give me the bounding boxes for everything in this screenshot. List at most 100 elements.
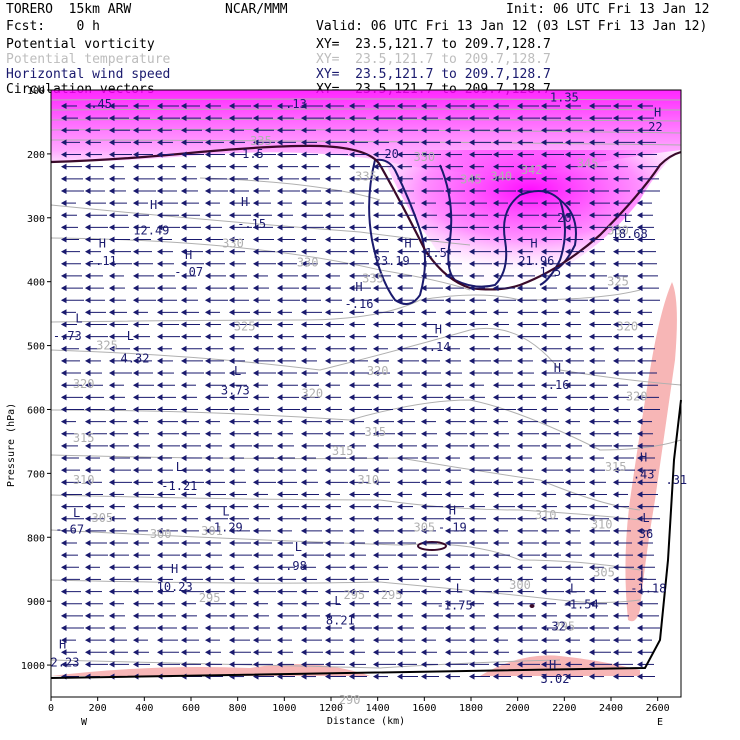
vector-head [372, 442, 379, 449]
vector-head [420, 649, 427, 656]
vector-head [348, 357, 355, 364]
vector-head [60, 527, 67, 534]
vector-head [636, 418, 643, 425]
x-tick-label: 2400 [599, 703, 623, 714]
vector-head [108, 503, 115, 510]
vector-head [516, 539, 523, 547]
vector-head [204, 212, 211, 219]
theta-contour-label: 295 [343, 588, 365, 602]
vector-head [204, 600, 211, 607]
vector-head [564, 467, 571, 474]
vector-head [348, 333, 355, 340]
vector-head [636, 394, 643, 401]
vector-head [348, 527, 355, 534]
vector-head [60, 175, 67, 182]
vector-head [84, 260, 91, 267]
vector-head [228, 321, 235, 328]
vector-head [108, 661, 115, 668]
extremum-label: 4.32 [121, 351, 150, 365]
vector-head [60, 187, 67, 194]
vector-head [612, 442, 619, 449]
vector-head [396, 102, 403, 110]
vector-head [300, 127, 307, 134]
vector-head [420, 345, 427, 352]
vector-head [492, 418, 499, 425]
vector-head [180, 588, 187, 595]
vector-head [276, 430, 283, 437]
vector-head [84, 272, 91, 279]
vector-head [468, 297, 475, 304]
vector-head [204, 248, 211, 255]
vector-head [396, 151, 403, 158]
vector-head [132, 479, 139, 486]
vector-head [540, 370, 547, 377]
vector-head [468, 442, 475, 449]
vector-head [564, 102, 571, 110]
vector-head [132, 224, 139, 231]
theta-contour-label: 320 [367, 364, 389, 378]
vector-head [492, 479, 499, 486]
vector-head [324, 151, 331, 158]
vector-head [180, 394, 187, 401]
vector-head [492, 673, 499, 680]
vector-head [492, 394, 499, 401]
vector-head [588, 139, 595, 146]
vector-head [564, 454, 571, 462]
vector-head [636, 224, 643, 231]
theta-contour-label: 325 [607, 275, 629, 289]
vector-head [540, 588, 547, 595]
vector-head [180, 115, 187, 122]
vector-head [60, 564, 67, 571]
vector-head [204, 503, 211, 510]
vector-head [396, 564, 403, 571]
vector-head [108, 102, 115, 110]
vector-head [444, 503, 451, 510]
vector-head [84, 600, 91, 607]
vector-head [228, 212, 235, 219]
vector-head [252, 649, 259, 656]
vector-head [60, 382, 67, 389]
vector-head [132, 297, 139, 304]
vector-head [612, 394, 619, 401]
vector-head [252, 163, 259, 170]
extremum-label: -.19 [438, 521, 467, 535]
vector-head [300, 637, 307, 644]
vector-head [324, 467, 331, 474]
extremum-label: .43 [633, 468, 655, 482]
vector-head [372, 370, 379, 377]
vector-head [60, 600, 67, 607]
vector-head [396, 272, 403, 279]
vector-head [492, 260, 499, 267]
vector-head [564, 260, 571, 267]
extremum-label: 36 [639, 527, 653, 541]
vector-head [396, 515, 403, 522]
vector-head [228, 503, 235, 510]
vector-head [348, 564, 355, 571]
vector-head [252, 102, 259, 110]
vector-head [420, 260, 427, 267]
vector-head [60, 442, 67, 449]
vector-head [636, 430, 643, 437]
vector-head [348, 539, 355, 547]
vector-head [444, 272, 451, 279]
vector-head [372, 624, 379, 632]
vector-head [276, 454, 283, 462]
vector-head [444, 564, 451, 571]
field-wind-name: Horizontal wind speed [6, 67, 171, 82]
vector-head [396, 187, 403, 194]
vector-head [540, 491, 547, 498]
vector-head [84, 115, 91, 122]
vector-head [396, 624, 403, 632]
vector-head [156, 187, 163, 194]
vector-head [516, 212, 523, 219]
vector-head [612, 236, 619, 243]
vector-head [636, 200, 643, 207]
vector-head [132, 333, 139, 340]
vector-head [60, 212, 67, 219]
vector-head [468, 394, 475, 401]
vector-head [300, 515, 307, 522]
vector-head [276, 552, 283, 559]
vector-head [468, 236, 475, 243]
theta-contour-label: 320 [626, 390, 648, 404]
vector-head [276, 661, 283, 668]
